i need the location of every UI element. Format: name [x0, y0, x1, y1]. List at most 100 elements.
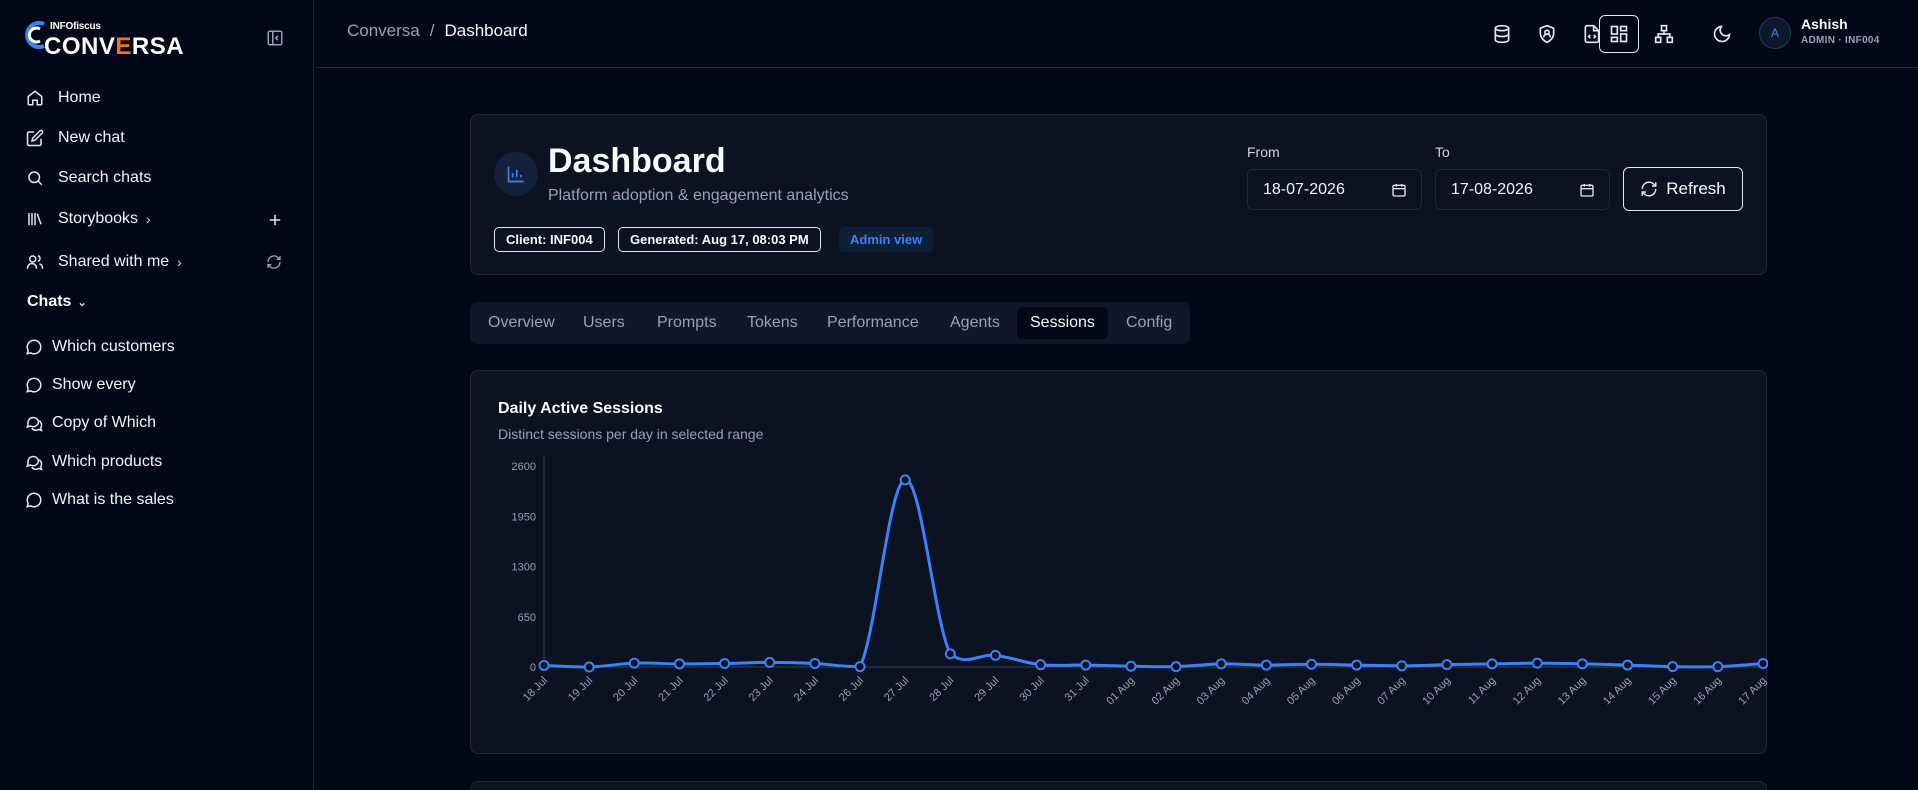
tab-prompts[interactable]: Prompts	[657, 314, 717, 331]
x-tick-label: 18 Jul	[521, 675, 550, 704]
chat-icon	[26, 339, 42, 355]
x-tick-label: 01 Aug	[1104, 675, 1137, 708]
sidebar-item-search-chats[interactable]: Search chats	[26, 164, 151, 192]
database-button[interactable]	[1482, 15, 1522, 53]
data-point	[1712, 661, 1724, 673]
chats-icon	[26, 455, 43, 471]
x-tick-label: 19 Jul	[566, 675, 595, 704]
refresh-icon	[1641, 181, 1657, 197]
refresh-button[interactable]: Refresh	[1623, 167, 1743, 211]
data-point	[1486, 658, 1498, 670]
logo-big-text: CONVERSA	[44, 33, 185, 60]
library-icon	[28, 213, 42, 225]
sessions-line-chart: 2600 1950 1300 650 018 Jul 19 Jul 20 Jul 21 Jul…	[512, 456, 1768, 708]
data-point	[583, 661, 595, 673]
calendar-icon[interactable]	[1391, 182, 1407, 198]
y-tick-label: 2600	[512, 461, 536, 473]
sidebar-collapse-icon[interactable]	[266, 29, 286, 49]
data-point	[1531, 657, 1543, 669]
x-tick-label: 30 Jul	[1018, 675, 1047, 704]
daily-active-sessions-card: Daily Active Sessions Distinct sessions …	[470, 370, 1768, 754]
tab-config[interactable]: Config	[1126, 314, 1173, 331]
chat-item[interactable]: Show every	[25, 372, 136, 398]
dashboard-icon	[1610, 25, 1628, 43]
data-point	[1080, 659, 1092, 671]
chevron-down-icon: ⌄	[77, 296, 87, 309]
data-point	[1396, 660, 1408, 672]
data-point	[1667, 661, 1679, 673]
x-tick-label: 14 Aug	[1601, 675, 1634, 708]
data-point	[1215, 658, 1227, 670]
data-point	[719, 658, 731, 670]
breadcrumb: Conversa / Dashboard	[347, 21, 528, 41]
from-date-value: 18-07-2026	[1263, 180, 1345, 198]
sidebar-item-home[interactable]: Home	[26, 84, 101, 112]
file-code-icon	[1584, 24, 1600, 44]
chart-title: Daily Active Sessions	[498, 400, 663, 417]
breadcrumb-root[interactable]: Conversa	[347, 21, 420, 40]
chats-section-header[interactable]: Chats ⌄	[27, 293, 87, 311]
data-point	[1351, 659, 1363, 671]
x-tick-label: 22 Jul	[701, 675, 730, 704]
chats-label: Chats	[27, 293, 72, 310]
data-point	[854, 661, 866, 673]
data-point	[1576, 658, 1588, 670]
chat-item[interactable]: Which products	[25, 449, 162, 475]
chat-item-label: Show every	[52, 376, 136, 393]
sidebar-item-new-chat[interactable]: New chat	[26, 124, 125, 152]
sidebar-item-label: Storybooks	[58, 210, 139, 227]
x-tick-label: 03 Aug	[1195, 675, 1228, 708]
tab-performance[interactable]: Performance	[827, 314, 919, 331]
x-tick-label: 02 Aug	[1149, 675, 1182, 708]
data-point	[673, 658, 685, 670]
moon-icon	[1713, 25, 1731, 43]
avatar[interactable]: A	[1759, 17, 1791, 49]
org-chart-button[interactable]	[1644, 15, 1684, 53]
network-icon	[1654, 24, 1674, 44]
chat-item-label: Which customers	[52, 338, 175, 355]
x-tick-label: 21 Jul	[656, 675, 685, 704]
security-button[interactable]	[1527, 15, 1567, 53]
calendar-icon[interactable]	[1579, 182, 1595, 198]
sidebar-item-shared-with-me[interactable]: Shared with me ›	[26, 248, 182, 276]
conversa-logo[interactable]: INFOfiscus CONVERSA	[22, 18, 185, 60]
tab-agents[interactable]: Agents	[950, 314, 1000, 331]
x-tick-label: 17 Aug	[1736, 675, 1768, 708]
y-tick-label: 1300	[512, 562, 536, 574]
top-bar: Conversa / Dashboard A Ashish ADMIN · IN…	[315, 0, 1918, 68]
chat-item-label: Copy of Which	[52, 414, 157, 431]
chat-item[interactable]: Which customers	[25, 334, 175, 360]
chat-item[interactable]: What is the sales	[25, 487, 174, 513]
tab-overview[interactable]: Overview	[488, 314, 555, 331]
edit-icon	[26, 129, 44, 147]
data-point	[1170, 661, 1182, 673]
chat-item-label: What is the sales	[52, 491, 174, 508]
chevron-right-icon: ›	[177, 254, 182, 270]
x-tick-label: 10 Aug	[1420, 675, 1453, 708]
file-code-button[interactable]	[1572, 15, 1612, 53]
x-tick-label: 11 Aug	[1466, 675, 1498, 707]
tab-users[interactable]: Users	[583, 314, 625, 331]
sidebar-item-storybooks[interactable]: Storybooks ›	[26, 205, 151, 233]
home-icon	[27, 90, 43, 106]
tab-tokens[interactable]: Tokens	[747, 314, 798, 331]
client-badge: Client: INF004	[494, 227, 605, 252]
x-tick-label: 16 Aug	[1691, 675, 1724, 708]
sidebar-item-label: Shared with me	[58, 253, 170, 270]
database-icon	[1494, 24, 1510, 44]
chat-icon	[26, 492, 42, 508]
theme-toggle-button[interactable]	[1702, 15, 1742, 53]
x-tick-label: 20 Jul	[611, 675, 640, 704]
to-date-input[interactable]: 17-08-2026	[1435, 169, 1610, 210]
next-card	[470, 781, 1767, 790]
users-icon	[26, 254, 44, 269]
x-tick-label: 06 Aug	[1330, 675, 1363, 708]
refresh-shared-icon[interactable]	[266, 254, 284, 272]
tab-sessions[interactable]: Sessions	[1017, 307, 1108, 339]
dashboard-button[interactable]	[1599, 15, 1639, 53]
sidebar-item-label: Search chats	[58, 169, 152, 186]
chat-item[interactable]: Copy of Which	[25, 410, 156, 436]
sessions-series-line	[543, 478, 1764, 669]
from-date-input[interactable]: 18-07-2026	[1247, 169, 1422, 210]
add-storybook-icon[interactable]	[266, 211, 284, 229]
